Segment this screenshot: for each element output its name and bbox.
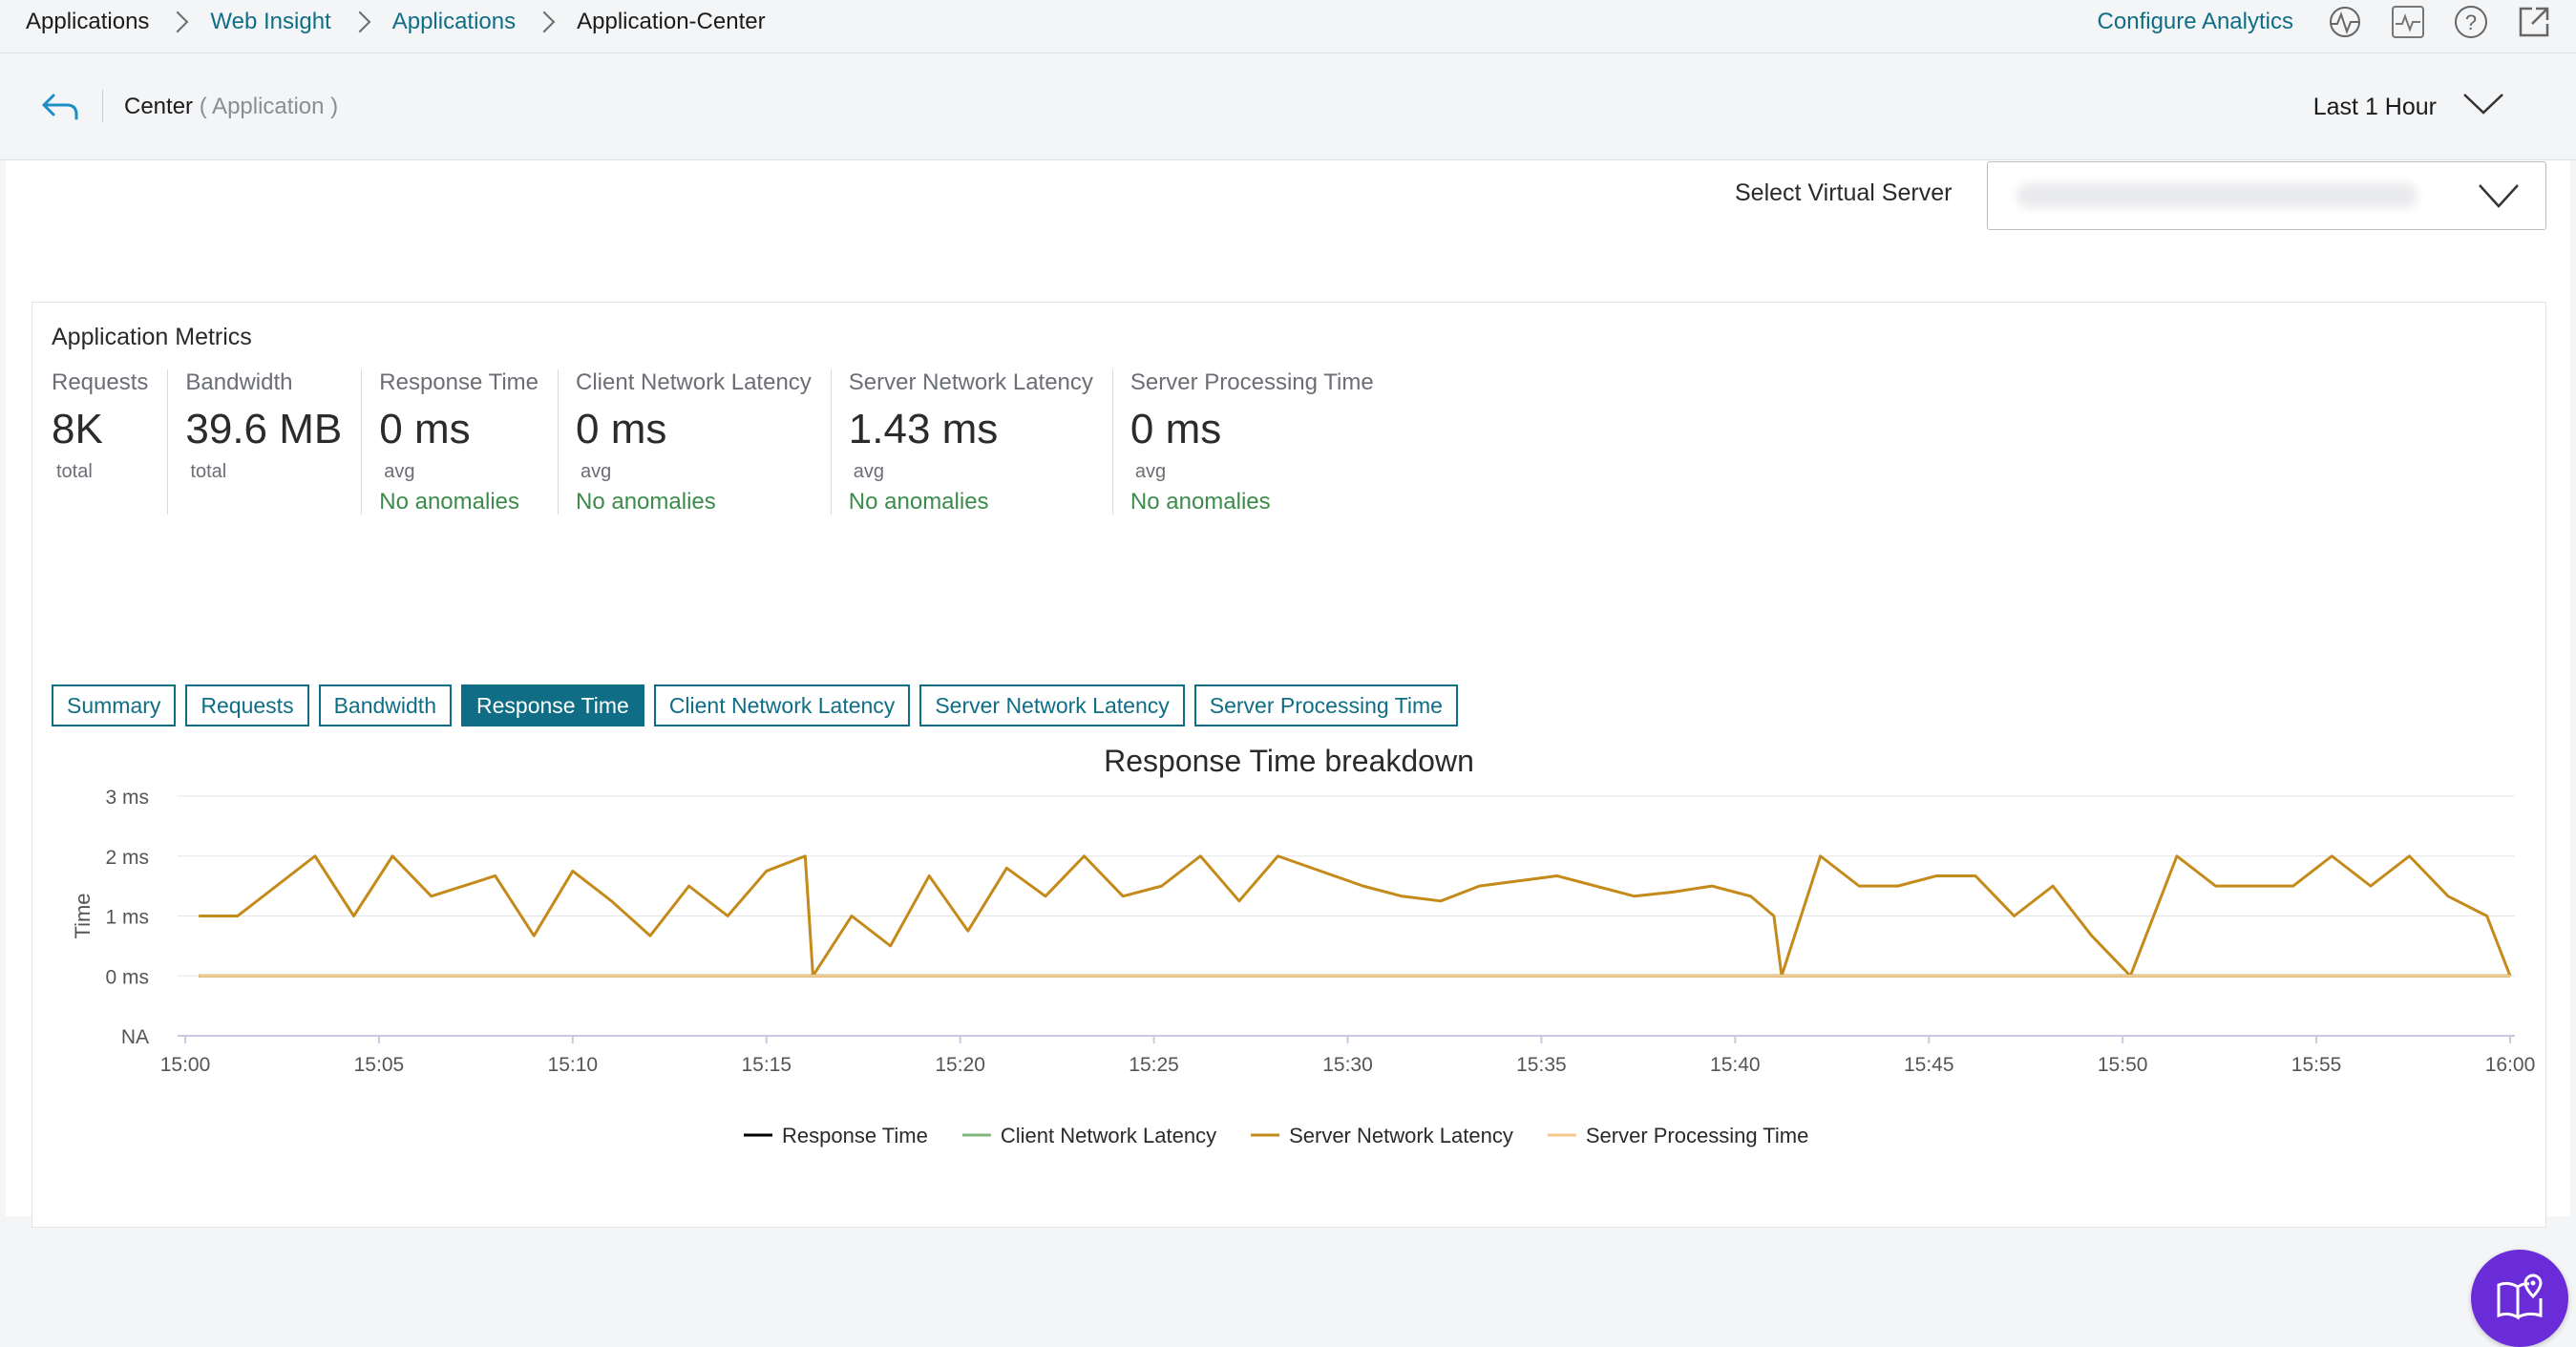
metric-value: 0 ms [576,406,667,453]
time-range-value: Last 1 Hour [2312,94,2437,120]
page-title: Center ( Application ) [124,94,338,120]
y-tick-label: NA [121,1026,149,1048]
metric-value: 0 ms [1130,406,1222,453]
x-tick-label: 16:00 [2485,1054,2536,1076]
x-tick-label: 15:20 [935,1054,985,1076]
top-bar: Applications Web Insight Applications Ap… [0,0,2576,53]
app-type-label: ( Application ) [199,94,339,119]
x-tick-label: 15:35 [1516,1054,1567,1076]
metric-unit: total [56,461,93,482]
y-axis-label: Time [71,893,95,938]
tab-server-network-latency[interactable]: Server Network Latency [919,684,1185,726]
anomaly-status: No anomalies [576,489,716,515]
x-tick-label: 15:05 [354,1054,405,1076]
tab-summary[interactable]: Summary [52,684,177,726]
y-tick-label: 0 ms [105,966,149,988]
tab-requests[interactable]: Requests [185,684,309,726]
metric-server-network-latency: Server Network Latency 1.43 ms avg No an… [849,369,1113,515]
book-pin-icon [2497,1273,2543,1320]
activity-icon[interactable] [2324,1,2366,43]
virtual-server-value [2016,183,2418,208]
configure-analytics-link[interactable]: Configure Analytics [2097,9,2293,34]
metric-value: 1.43 ms [848,406,999,453]
tab-response-time[interactable]: Response Time [461,684,644,726]
virtual-server-select[interactable] [1987,161,2546,230]
legend-label-response-time: Response Time [782,1124,928,1147]
tab-bandwidth[interactable]: Bandwidth [318,684,452,726]
breadcrumb-applications-root[interactable]: Applications [26,9,150,34]
help-icon[interactable]: ? [2450,1,2492,43]
svg-text:?: ? [2465,11,2477,34]
metric-value: 0 ms [379,406,471,453]
x-tick-label: 15:40 [1710,1054,1761,1076]
header-divider [102,90,103,122]
metric-client-network-latency: Client Network Latency 0 ms avg No anoma… [576,369,832,515]
x-tick-label: 15:30 [1322,1054,1373,1076]
metric-value: 39.6 MB [185,406,343,453]
x-tick-label: 15:00 [160,1054,211,1076]
chevron-right-icon [348,11,371,33]
metric-unit: avg [1134,461,1167,482]
x-tick-label: 15:45 [1904,1054,1954,1076]
breadcrumb: Applications Web Insight Applications Ap… [26,0,766,44]
metric-label: Bandwidth [185,369,293,395]
metric-unit: avg [853,461,885,482]
metric-unit: avg [581,461,612,482]
anomaly-status: No anomalies [1130,489,1271,515]
series-line-server-network-latency [199,854,2512,978]
metrics-row: Requests 8K total Bandwidth 39.6 MB tota… [52,369,1410,515]
chevron-right-icon [167,11,189,33]
back-arrow-icon[interactable] [38,88,82,126]
app-name: Center [124,94,194,119]
metric-value: 8K [52,406,103,453]
breadcrumb-applications[interactable]: Applications [391,9,517,34]
x-tick-label: 15:55 [2291,1054,2342,1076]
x-tick-label: 15:50 [2098,1054,2148,1076]
virtual-server-label: Select Virtual Server [1735,179,1953,206]
anomaly-status: No anomalies [848,489,989,515]
metric-label: Client Network Latency [576,369,812,395]
page-header: Center ( Application ) Last 1 Hour [0,53,2576,160]
external-link-icon[interactable] [2513,1,2555,43]
time-range-dropdown[interactable]: Last 1 Hour [2313,92,2505,123]
y-tick-label: 3 ms [105,787,149,809]
chevron-right-icon [533,11,556,33]
metric-requests: Requests 8K total [52,369,169,515]
metric-server-processing-time: Server Processing Time 0 ms avg No anoma… [1130,369,1393,515]
chevron-down-icon [2461,92,2505,123]
tab-client-network-latency[interactable]: Client Network Latency [653,684,911,726]
y-tick-label: 2 ms [105,847,149,869]
x-tick-label: 15:25 [1129,1054,1179,1076]
metric-label: Server Processing Time [1130,369,1374,395]
x-tick-label: 15:15 [741,1054,792,1076]
legend-label-server-processing-time: Server Processing Time [1586,1124,1809,1147]
tab-server-processing-time[interactable]: Server Processing Time [1193,684,1458,726]
x-tick-label: 15:10 [548,1054,599,1076]
breadcrumb-current: Application-Center [577,9,766,34]
breadcrumb-web-insight[interactable]: Web Insight [210,9,331,34]
main-content: Select Virtual Server Application Metric… [6,160,2570,1347]
application-metrics-panel: Application Metrics Requests 8K total Ba… [32,302,2546,1228]
anomaly-status: No anomalies [379,489,520,515]
metrics-title: Application Metrics [52,324,252,350]
chart-title: Response Time breakdown [1104,744,1474,778]
chevron-down-icon [2477,179,2521,217]
metric-unit: avg [384,461,415,482]
y-tick-label: 1 ms [105,907,149,929]
legend-label-client-network-latency: Client Network Latency [1001,1124,1216,1147]
metric-label: Server Network Latency [848,369,1093,395]
metric-label: Requests [52,369,149,395]
guide-help-button[interactable] [2471,1250,2568,1347]
metric-response-time: Response Time 0 ms avg No anomalies [379,369,560,515]
monitor-pulse-icon[interactable] [2387,1,2429,43]
response-time-chart: Response Time breakdown NA 0 ms 1 ms 2 ms 3 m… [71,744,2536,1147]
legend-label-server-network-latency: Server Network Latency [1289,1124,1513,1147]
metric-bandwidth: Bandwidth 39.6 MB total [185,369,363,515]
metric-label: Response Time [379,369,539,395]
metric-unit: total [190,461,227,482]
metric-tabs: Summary Requests Bandwidth Response Time… [52,684,1467,726]
